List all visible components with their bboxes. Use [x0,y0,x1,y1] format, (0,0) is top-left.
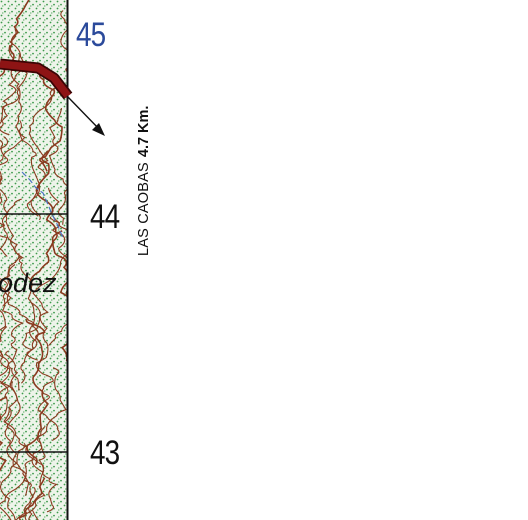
grid-label-43: 43 [90,434,120,472]
contour-line [3,407,58,513]
contour-line [15,487,36,520]
contour-line [0,442,26,520]
contour-line [47,187,67,346]
arrow-icon [66,95,105,136]
contour-line [0,120,26,264]
grid-lines [0,213,67,453]
contour-line [32,367,67,475]
contour-line [0,380,27,520]
contour-line [51,230,67,362]
stream-line [21,171,64,239]
contour-lines [0,0,67,520]
contour-line [5,198,38,361]
contour-line [28,86,58,221]
contour-line [22,216,67,351]
contour-line [1,252,24,391]
road-destination-note: LAS CAOBAS 4.7 Km. [136,106,152,256]
contour-line [0,326,30,497]
contour-line [0,264,39,384]
destination-distance: 4.7 Km. [136,105,152,158]
contour-line [29,150,58,282]
road [0,58,73,100]
contour-line [48,108,67,225]
contour-line [0,175,12,307]
contour-line [0,350,19,442]
contour-line [18,477,46,520]
grid-label-45: 45 [76,16,106,54]
place-name-label: odez [0,268,57,298]
grid-label-44: 44 [90,198,120,236]
contour-line [25,318,49,466]
contour-line [22,459,34,520]
destination-name: LAS CAOBAS [136,162,152,256]
contour-line [0,281,11,430]
